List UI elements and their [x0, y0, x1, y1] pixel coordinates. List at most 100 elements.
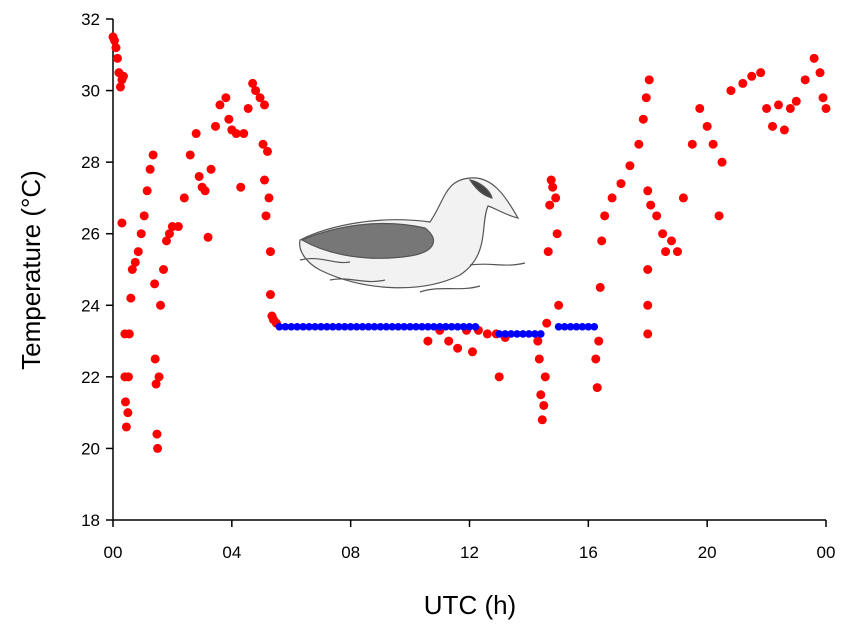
data-point: [159, 265, 169, 274]
data-point: [551, 193, 561, 203]
data-point: [265, 290, 275, 300]
data-point: [115, 82, 125, 92]
data-point: [148, 150, 158, 160]
data-point: [185, 150, 195, 160]
data-point: [785, 103, 795, 113]
data-point: [717, 157, 727, 167]
data-point: [494, 372, 504, 382]
albatross-illustration: [299, 177, 526, 293]
data-point: [525, 330, 533, 338]
data-point: [597, 236, 607, 246]
data-point: [756, 68, 766, 78]
data-point: [536, 390, 546, 400]
y-tick-label: 26: [81, 225, 100, 244]
data-point: [358, 322, 367, 331]
data-point: [809, 53, 819, 63]
data-point: [150, 279, 160, 289]
y-tick-label: 30: [81, 82, 100, 101]
data-point: [513, 330, 521, 338]
data-point: [265, 247, 275, 257]
data-point: [616, 179, 626, 189]
data-point: [594, 336, 604, 346]
data-point: [687, 139, 697, 149]
data-point: [590, 322, 599, 331]
data-point: [215, 100, 225, 110]
y-tick-label: 22: [81, 368, 100, 387]
data-point: [224, 114, 234, 124]
data-point: [444, 336, 454, 346]
data-point: [768, 121, 778, 131]
y-tick-label: 20: [81, 439, 100, 458]
data-point: [124, 329, 134, 339]
data-point: [112, 53, 122, 63]
data-point: [762, 103, 772, 113]
data-point: [738, 78, 748, 88]
data-point: [600, 211, 610, 221]
y-tick-label: 18: [81, 511, 100, 530]
data-point: [453, 343, 463, 353]
data-point: [305, 322, 313, 331]
data-point: [118, 71, 128, 81]
data-point: [821, 103, 831, 113]
data-point: [231, 129, 241, 139]
data-point: [643, 300, 653, 310]
data-point: [459, 322, 468, 331]
data-point: [121, 422, 131, 432]
data-point: [394, 322, 403, 331]
data-point: [109, 35, 119, 45]
data-point: [815, 68, 825, 78]
data-point: [194, 171, 204, 181]
data-point: [453, 322, 462, 331]
data-point: [726, 86, 736, 96]
data-point: [545, 200, 555, 210]
data-point: [578, 322, 587, 331]
data-point: [248, 78, 258, 88]
data-point: [418, 322, 426, 331]
data-point: [554, 300, 564, 310]
data-point: [465, 322, 474, 331]
data-point: [150, 354, 160, 364]
data-point: [543, 247, 553, 257]
data-point: [533, 336, 543, 346]
data-point: [423, 336, 433, 346]
data-point: [287, 322, 296, 331]
data-point: [646, 200, 656, 210]
x-tick-label: 16: [579, 543, 598, 562]
y-tick-label: 32: [81, 10, 100, 29]
data-point: [638, 114, 648, 124]
data-point: [634, 139, 644, 149]
data-point: [133, 247, 143, 257]
data-point: [264, 193, 274, 203]
data-point: [592, 383, 602, 393]
data-point: [236, 182, 246, 192]
data-point: [424, 322, 432, 331]
data-point: [471, 322, 480, 331]
data-point: [595, 282, 605, 292]
data-point: [552, 229, 562, 239]
data-point: [714, 211, 724, 221]
data-point: [818, 93, 828, 103]
data-point: [251, 86, 261, 96]
x-tick-label: 04: [222, 543, 241, 562]
data-point: [406, 322, 414, 331]
x-tick-label: 12: [460, 543, 479, 562]
data-point: [542, 318, 552, 328]
data-point: [747, 71, 757, 81]
data-point: [672, 247, 682, 257]
data-point: [540, 372, 550, 382]
data-point: [607, 193, 617, 203]
data-point: [537, 415, 547, 425]
data-point: [262, 146, 272, 156]
data-point: [239, 129, 249, 139]
data-point: [400, 322, 408, 331]
data-point: [507, 330, 515, 338]
data-point: [652, 211, 662, 221]
data-point: [153, 443, 163, 453]
data-point: [643, 265, 653, 274]
y-axis-title: Temperature (°C): [16, 170, 46, 370]
data-point: [117, 218, 127, 228]
data-point: [388, 322, 397, 331]
data-point: [412, 322, 420, 331]
data-point: [534, 354, 544, 364]
data-point: [161, 236, 171, 246]
